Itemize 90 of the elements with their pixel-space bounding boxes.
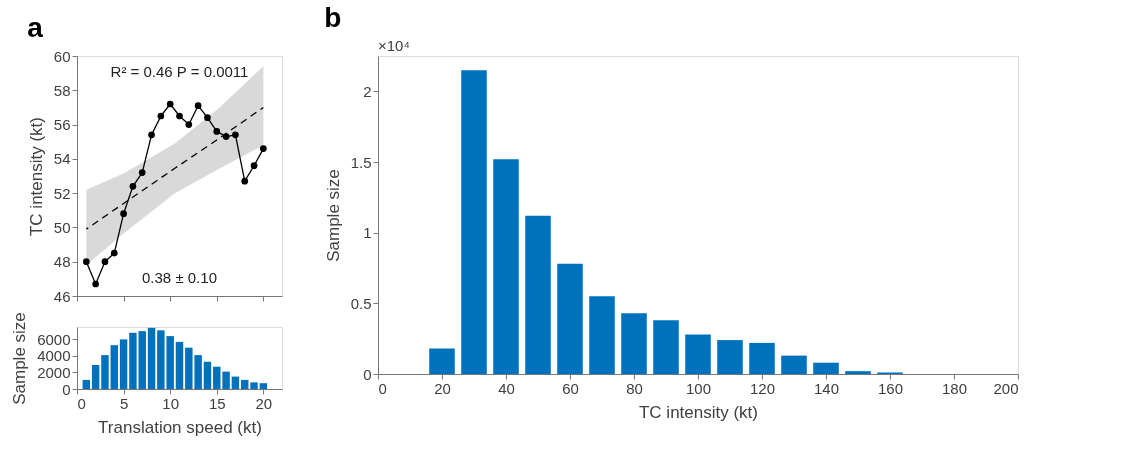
bar xyxy=(110,345,118,389)
point xyxy=(241,177,249,185)
bar xyxy=(175,341,184,389)
bar xyxy=(138,331,146,389)
point xyxy=(120,210,127,218)
point xyxy=(185,121,193,128)
point xyxy=(138,169,146,176)
x-tick-label: 140 xyxy=(813,379,840,397)
x-tick-label: 5 xyxy=(119,394,129,412)
y-tick-label: 46 xyxy=(53,287,71,305)
point xyxy=(250,162,258,170)
bar xyxy=(525,215,551,374)
point xyxy=(176,112,183,120)
x-axis-title: Translation speed (kt) xyxy=(98,417,262,437)
bar xyxy=(250,382,258,389)
x-tick-label: 200 xyxy=(993,379,1019,397)
y-tick-label: 2 xyxy=(363,82,372,100)
point xyxy=(101,258,109,266)
bar xyxy=(82,379,91,389)
bar xyxy=(241,379,249,389)
point xyxy=(204,114,211,122)
x-tick-label: 60 xyxy=(562,379,579,397)
bar xyxy=(259,383,268,389)
bar xyxy=(101,355,109,389)
point xyxy=(110,249,118,257)
y-tick-label: 58 xyxy=(53,81,71,99)
bar xyxy=(653,320,679,374)
point xyxy=(194,102,202,110)
bar xyxy=(589,296,615,374)
y-tick-label: 0 xyxy=(363,365,372,383)
x-tick-label: 120 xyxy=(749,379,776,397)
bar xyxy=(493,159,519,374)
y-tick-label: 0.5 xyxy=(350,294,372,312)
x-tick-label: 10 xyxy=(162,394,180,412)
x-tick-label: 80 xyxy=(626,379,643,397)
point xyxy=(92,280,99,288)
x-tick-label: 40 xyxy=(498,379,515,397)
bar xyxy=(557,263,583,374)
y-axis-title: Sample size xyxy=(323,169,343,262)
y-tick-label: 4000 xyxy=(37,347,71,365)
x-axis-title: TC intensity (kt) xyxy=(638,402,759,422)
y-tick-label: 60 xyxy=(53,47,71,65)
y-tick-label: 52 xyxy=(53,184,71,202)
x-tick-label: 20 xyxy=(434,379,451,397)
point xyxy=(166,100,174,108)
bar xyxy=(231,376,240,389)
y-axis-title: Sample size xyxy=(10,312,30,405)
point xyxy=(129,182,137,190)
x-tick-label: 15 xyxy=(208,394,226,412)
x-tick-label: 0 xyxy=(77,394,86,412)
chart-title: a xyxy=(27,12,44,43)
y-tick-label: 54 xyxy=(53,150,71,168)
x-tick-label: 180 xyxy=(941,379,968,397)
bar xyxy=(685,334,711,374)
point xyxy=(82,258,90,266)
y-tick-label: 56 xyxy=(53,116,71,134)
bar xyxy=(813,362,839,374)
bar xyxy=(717,340,743,374)
bar xyxy=(429,348,455,374)
y-tick-label: 1.5 xyxy=(350,153,372,171)
bar xyxy=(119,339,128,389)
bar xyxy=(129,332,137,389)
x-tick-label: 160 xyxy=(877,379,904,397)
y-tick-label: 50 xyxy=(53,218,71,236)
y-tick-label: 2000 xyxy=(37,363,71,381)
point xyxy=(232,131,239,139)
chart-title: b xyxy=(324,2,342,33)
bar xyxy=(203,361,212,389)
point xyxy=(148,131,155,139)
bar xyxy=(91,365,100,389)
y-tick-label: 1 xyxy=(363,224,372,242)
bar xyxy=(845,371,871,374)
bar xyxy=(781,355,807,374)
x-tick-label: 20 xyxy=(255,394,273,412)
annotation: 0.38 ± 0.10 xyxy=(142,269,217,286)
y-tick-label: 48 xyxy=(53,253,71,271)
bar xyxy=(621,313,647,374)
point xyxy=(213,128,221,135)
text: ×10⁴ xyxy=(378,37,410,54)
point xyxy=(157,112,165,120)
point xyxy=(260,145,267,152)
point xyxy=(222,133,230,140)
y-tick-label: 6000 xyxy=(37,330,71,348)
y-axis-title: TC intensity (kt) xyxy=(26,116,46,237)
x-tick-label: 100 xyxy=(685,379,712,397)
bar xyxy=(461,70,487,374)
bar xyxy=(147,327,156,389)
x-tick-label: 0 xyxy=(378,379,387,397)
bar xyxy=(749,342,775,374)
annotation: R² = 0.46 P = 0.0011 xyxy=(110,63,249,80)
